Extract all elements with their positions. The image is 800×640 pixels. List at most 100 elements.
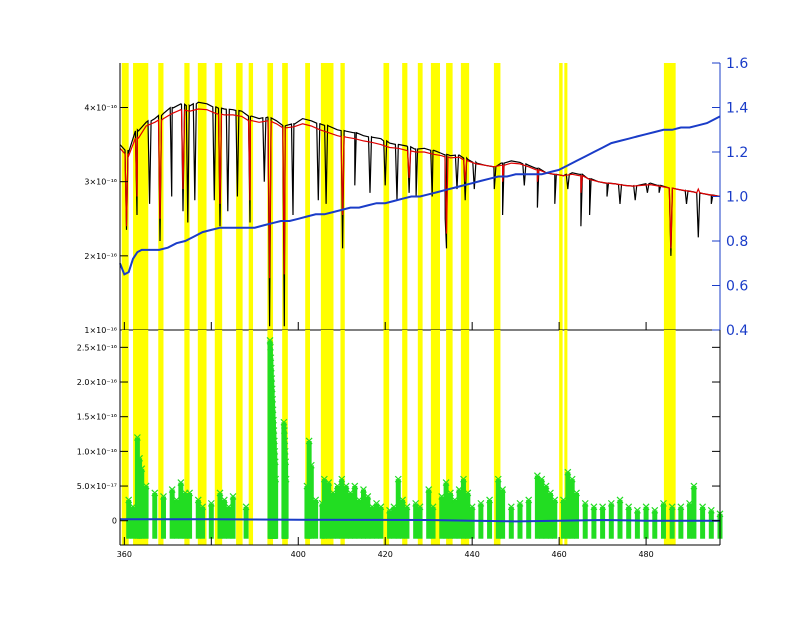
- masked-region: [236, 63, 243, 330]
- top-series-layer: [119, 101, 721, 327]
- residual-marker: [303, 482, 311, 490]
- masked-region: [564, 330, 568, 545]
- residual-marker: [707, 506, 715, 514]
- y-right-tick-label: 0.8: [726, 234, 748, 250]
- residual-marker: [625, 503, 633, 511]
- residual-marker: [547, 489, 554, 497]
- residual-marker: [599, 503, 607, 511]
- masked-regions-bottom: [121, 330, 676, 545]
- masked-region: [460, 330, 470, 545]
- residual-marker: [270, 416, 277, 424]
- residual-marker: [280, 418, 288, 426]
- masked-region: [197, 63, 207, 330]
- residual-marker: [690, 482, 698, 490]
- residual-marker: [542, 482, 550, 490]
- residual-marker: [282, 458, 290, 466]
- residual-marker: [320, 475, 328, 483]
- residual-marker: [538, 475, 546, 483]
- residual-marker: [633, 506, 641, 514]
- residual-marker: [133, 434, 141, 441]
- residual-marker: [590, 503, 598, 511]
- bottom-axes: 0 5.0×10⁻¹⁷ 1.0×10⁻¹⁶ 1.5×10⁻¹⁶ 2.0×10⁻¹⁶ 2.5…: [77, 330, 721, 559]
- residual-marker: [651, 506, 659, 514]
- top-panel: 1×10⁻¹⁶ 2×10⁻¹⁶ 3×10⁻¹⁶ 4×10⁻¹⁶ 0.4 0.6 0.8 1.0…: [84, 56, 748, 339]
- y-tick-label-bottom: 5.0×10⁻¹⁷: [77, 482, 117, 491]
- residual-marker: [242, 503, 250, 511]
- masked-region: [214, 330, 223, 545]
- series-line-1: [119, 108, 721, 279]
- residual-marker: [607, 499, 615, 507]
- masked-region: [133, 63, 149, 330]
- residual-marker: [168, 486, 176, 493]
- masked-region: [197, 330, 207, 545]
- residual-marker: [225, 503, 233, 511]
- residual-marker: [269, 406, 277, 414]
- residual-marker: [355, 496, 363, 504]
- residual-marker: [507, 503, 515, 511]
- y-right-tick-label: 1.2: [726, 145, 748, 161]
- residual-marker: [266, 336, 274, 344]
- residual-marker: [568, 475, 576, 483]
- y-tick-label-bottom: 1.0×10⁻¹⁶: [77, 447, 117, 456]
- residual-marker: [447, 489, 454, 497]
- residual-marker: [272, 475, 280, 483]
- residual-marker: [267, 343, 274, 351]
- masked-region: [446, 330, 453, 545]
- residual-marker: [660, 499, 667, 507]
- masked-region: [564, 63, 568, 330]
- residual-marker: [425, 486, 433, 493]
- x-tick-label: 440: [465, 550, 480, 559]
- residual-marker: [307, 461, 315, 469]
- residual-marker: [499, 486, 507, 493]
- residual-marker: [390, 503, 398, 511]
- residual-marker: [477, 499, 485, 507]
- bottom-panel: 0 5.0×10⁻¹⁷ 1.0×10⁻¹⁶ 1.5×10⁻¹⁶ 2.0×10⁻¹⁶ 2.5…: [77, 330, 724, 559]
- residual-marker: [373, 499, 380, 507]
- masked-region: [158, 330, 164, 545]
- residual-marker: [699, 503, 707, 511]
- residual-marker: [325, 479, 333, 487]
- residual-marker: [533, 472, 541, 480]
- residual-marker: [642, 503, 650, 511]
- masked-region: [402, 63, 408, 330]
- y-left-tick-label: 1×10⁻¹⁶: [84, 326, 117, 335]
- masked-region: [446, 63, 453, 330]
- masked-region: [121, 63, 129, 330]
- residual-marker: [229, 493, 237, 500]
- residual-marker: [281, 447, 289, 455]
- y-right-tick-label: 1.6: [726, 56, 748, 72]
- residual-marker: [573, 489, 580, 497]
- residual-marker: [351, 482, 359, 490]
- series-line-2: [119, 115, 721, 276]
- masked-region: [559, 330, 563, 545]
- residual-marker: [329, 489, 337, 497]
- y-tick-label-bottom: 1.5×10⁻¹⁶: [77, 413, 117, 422]
- y-right-tick-label: 1.0: [726, 190, 748, 206]
- residual-marker: [268, 375, 276, 382]
- residual-marker: [177, 479, 185, 487]
- masked-region: [121, 330, 129, 545]
- residual-marker: [338, 475, 346, 483]
- residual-marker: [160, 493, 167, 500]
- x-tick-label: 420: [378, 550, 393, 559]
- x-tick-label: 400: [291, 550, 306, 559]
- x-tick-label: 460: [551, 550, 566, 559]
- residual-marker: [668, 503, 676, 511]
- y-tick-label-bottom: 2.5×10⁻¹⁶: [77, 343, 117, 352]
- x-tick-label: 480: [638, 550, 653, 559]
- residual-marker: [142, 482, 150, 490]
- residual-marker: [270, 437, 278, 445]
- residual-marker: [551, 496, 559, 504]
- residual-marker: [312, 496, 320, 504]
- residual-marker: [280, 427, 288, 434]
- masked-region: [663, 330, 676, 545]
- masked-region: [430, 330, 440, 545]
- masked-region: [184, 330, 190, 545]
- residual-marker: [377, 503, 385, 511]
- y-tick-label-bottom: 0: [112, 517, 117, 526]
- residual-marker: [455, 486, 463, 493]
- residual-marker: [364, 493, 372, 500]
- residual-marker: [451, 496, 459, 504]
- y-left-tick-label: 2×10⁻¹⁶: [84, 252, 117, 261]
